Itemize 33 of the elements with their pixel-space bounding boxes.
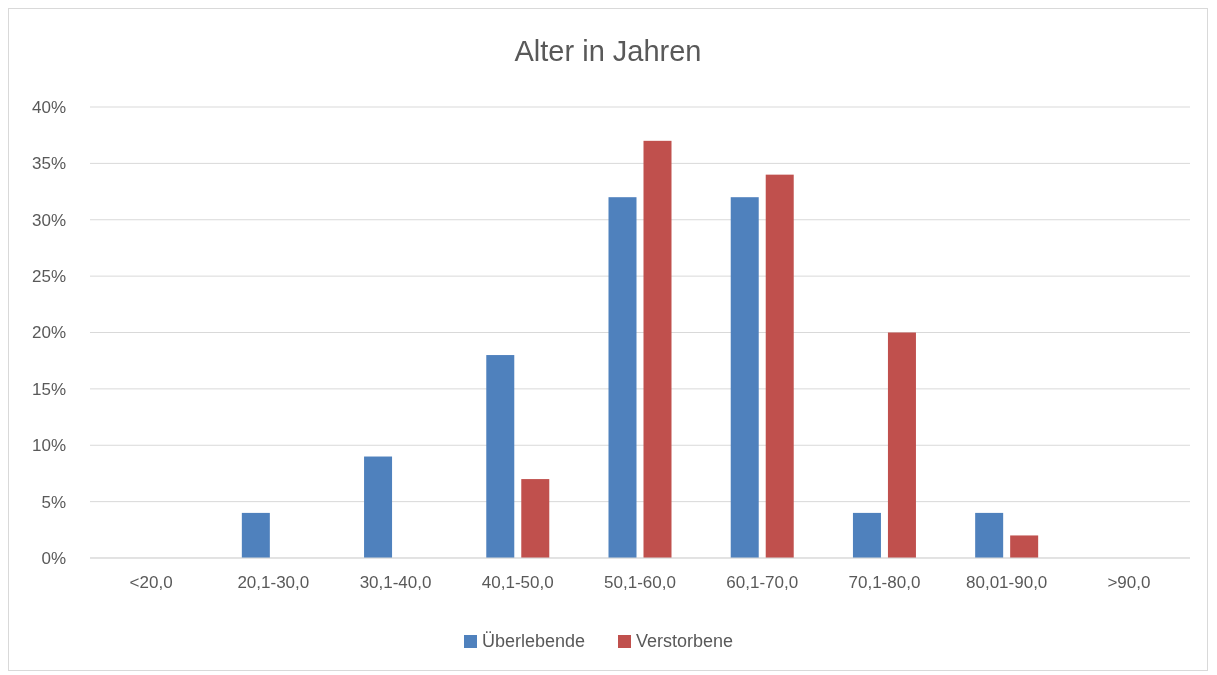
x-tick-label: <20,0 bbox=[129, 573, 173, 592]
x-tick-label: 60,1-70,0 bbox=[726, 573, 799, 592]
bar bbox=[730, 197, 759, 558]
y-tick-label: 5% bbox=[41, 492, 66, 512]
x-tick-label: >90,0 bbox=[1107, 573, 1151, 592]
bar bbox=[975, 512, 1004, 558]
bar bbox=[852, 512, 881, 558]
y-tick-label: 10% bbox=[31, 436, 66, 456]
y-tick-label: 20% bbox=[31, 323, 66, 343]
bar bbox=[241, 512, 270, 558]
bar bbox=[643, 140, 672, 558]
legend-label: Verstorbene bbox=[636, 631, 734, 651]
chart-title: Alter in Jahren bbox=[514, 35, 702, 67]
y-tick-label: 25% bbox=[31, 267, 66, 287]
bar bbox=[364, 456, 393, 558]
x-tick-label: 70,1-80,0 bbox=[848, 573, 921, 592]
y-tick-label: 40% bbox=[31, 97, 66, 117]
legend-label: Überlebende bbox=[482, 631, 586, 651]
x-tick-label: 80,01-90,0 bbox=[966, 573, 1048, 592]
y-tick-label: 35% bbox=[31, 154, 66, 174]
x-tick-label: 20,1-30,0 bbox=[237, 573, 310, 592]
bar bbox=[521, 479, 550, 558]
y-tick-label: 30% bbox=[31, 210, 66, 230]
y-tick-label: 15% bbox=[31, 379, 66, 399]
x-tick-label: 30,1-40,0 bbox=[359, 573, 432, 592]
bar bbox=[887, 332, 916, 558]
x-tick-label: 50,1-60,0 bbox=[604, 573, 676, 592]
x-tick-label: 40,1-50,0 bbox=[481, 573, 554, 592]
bar bbox=[486, 355, 515, 558]
bar bbox=[608, 197, 637, 558]
bar bbox=[765, 174, 794, 558]
bar bbox=[1010, 535, 1039, 558]
y-tick-label: 0% bbox=[41, 548, 66, 568]
